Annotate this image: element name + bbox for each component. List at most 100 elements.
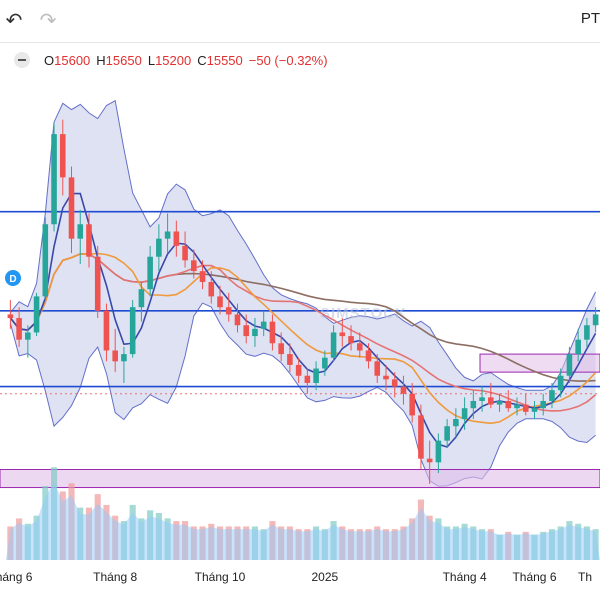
candle-body bbox=[42, 224, 49, 297]
candle-body bbox=[584, 325, 590, 340]
ma-mid-line bbox=[9, 253, 597, 412]
candle-body bbox=[356, 343, 363, 351]
candle-body bbox=[496, 400, 503, 405]
candle-body bbox=[287, 354, 293, 365]
candle-body bbox=[592, 314, 599, 326]
open-value: 15600 bbox=[54, 52, 91, 68]
candle-body bbox=[313, 368, 319, 383]
candle-body bbox=[453, 419, 459, 427]
ma-short-line bbox=[9, 252, 597, 425]
candle-body bbox=[86, 224, 92, 257]
candle-body bbox=[479, 397, 485, 401]
candle-body bbox=[461, 408, 468, 420]
demand-zone bbox=[0, 469, 600, 489]
close-value: 15550 bbox=[206, 52, 243, 68]
candle-body bbox=[400, 386, 407, 394]
chart-toolbar: ↶ ↷ PT bbox=[0, 0, 600, 43]
event-marker-label: D bbox=[9, 274, 16, 285]
candle-body bbox=[531, 408, 538, 412]
candle-body bbox=[549, 390, 555, 401]
high-label: H bbox=[96, 52, 106, 68]
candle-body bbox=[295, 364, 302, 376]
candle-body bbox=[322, 357, 328, 369]
candle-body bbox=[339, 332, 346, 337]
candle-body bbox=[243, 325, 250, 337]
candle-body bbox=[575, 339, 581, 355]
candle-body bbox=[514, 404, 520, 409]
candle-body bbox=[33, 296, 40, 333]
x-tick-label: Tháng 6 bbox=[0, 570, 33, 584]
candle-body bbox=[418, 415, 424, 459]
bollinger-upper-line bbox=[10, 99, 597, 391]
candle-body bbox=[505, 400, 512, 409]
candle-body bbox=[426, 458, 433, 463]
candle-body bbox=[59, 134, 66, 178]
candle-body bbox=[103, 310, 110, 351]
candle-body bbox=[173, 231, 180, 246]
x-tick-label: Tháng 8 bbox=[93, 570, 137, 584]
bollinger-fill bbox=[10, 100, 596, 487]
candle-body bbox=[164, 231, 171, 239]
candle-body bbox=[147, 256, 153, 290]
candle-body bbox=[129, 307, 136, 355]
candle-body bbox=[191, 260, 197, 272]
candle-body bbox=[217, 296, 223, 308]
change-value: −50 (−0.32%) bbox=[248, 52, 328, 68]
candle-body bbox=[488, 397, 494, 405]
watermark: SIMSTOCK bbox=[320, 305, 407, 322]
candle-body bbox=[182, 245, 188, 261]
candle-body bbox=[409, 393, 415, 416]
candle-body bbox=[391, 379, 398, 387]
candle-body bbox=[522, 404, 529, 412]
candle-body bbox=[269, 321, 276, 344]
candle-body bbox=[25, 332, 31, 340]
open-label: O bbox=[44, 52, 55, 68]
candle-body bbox=[470, 400, 477, 409]
candle-body bbox=[374, 361, 381, 376]
candle-body bbox=[208, 281, 215, 297]
candle-body bbox=[16, 318, 22, 340]
candle-body bbox=[234, 314, 241, 326]
candle-body bbox=[156, 238, 162, 257]
legend-collapse-icon[interactable] bbox=[14, 52, 30, 68]
bollinger-lower-line bbox=[9, 302, 596, 487]
redo-arrow-icon[interactable]: ↷ bbox=[39, 9, 57, 32]
candle-body bbox=[444, 426, 450, 441]
volume-area bbox=[6, 482, 600, 560]
event-marker-icon[interactable] bbox=[5, 270, 21, 286]
candle-body bbox=[77, 224, 84, 239]
candle-body bbox=[260, 321, 267, 329]
candle-body bbox=[365, 350, 372, 362]
candle-body bbox=[557, 375, 564, 391]
candle-body bbox=[383, 375, 389, 380]
candle-body bbox=[94, 256, 101, 311]
candle-body bbox=[7, 314, 14, 319]
undo-arrow-icon[interactable]: ↶ bbox=[5, 9, 23, 32]
close-label: C bbox=[197, 52, 207, 68]
candle-body bbox=[330, 332, 337, 358]
x-axis: Tháng 6 Tháng 8 Tháng 10 2025 Tháng 4 Tháng 6… bbox=[0, 570, 592, 584]
x-tick-label: 2025 bbox=[311, 570, 338, 584]
candle-body bbox=[540, 400, 547, 409]
x-tick-label: Tháng 4 bbox=[443, 570, 487, 584]
x-tick-label: Tháng 6 bbox=[512, 570, 556, 584]
candle-body bbox=[348, 336, 354, 344]
x-tick-label: Th bbox=[578, 570, 592, 584]
candle-body bbox=[252, 328, 258, 337]
candle-body bbox=[68, 177, 75, 239]
symbol-label[interactable]: PT bbox=[580, 10, 600, 27]
candle-body bbox=[278, 343, 284, 355]
candle-body bbox=[51, 134, 57, 225]
dividend-marker[interactable]: D bbox=[5, 270, 21, 286]
high-value: 15650 bbox=[105, 52, 142, 68]
candle-body bbox=[112, 350, 118, 362]
volume-bars bbox=[6, 467, 600, 560]
ohlc-legend: O 15600 H 15650 L 15200 C 15550 −50 (−0.32%) bbox=[14, 50, 328, 70]
candle-body bbox=[304, 375, 311, 383]
bollinger-band bbox=[9, 99, 597, 487]
candle-body bbox=[225, 307, 232, 315]
candle-body bbox=[435, 440, 442, 463]
candle-body bbox=[121, 354, 127, 362]
low-label: L bbox=[147, 52, 156, 68]
